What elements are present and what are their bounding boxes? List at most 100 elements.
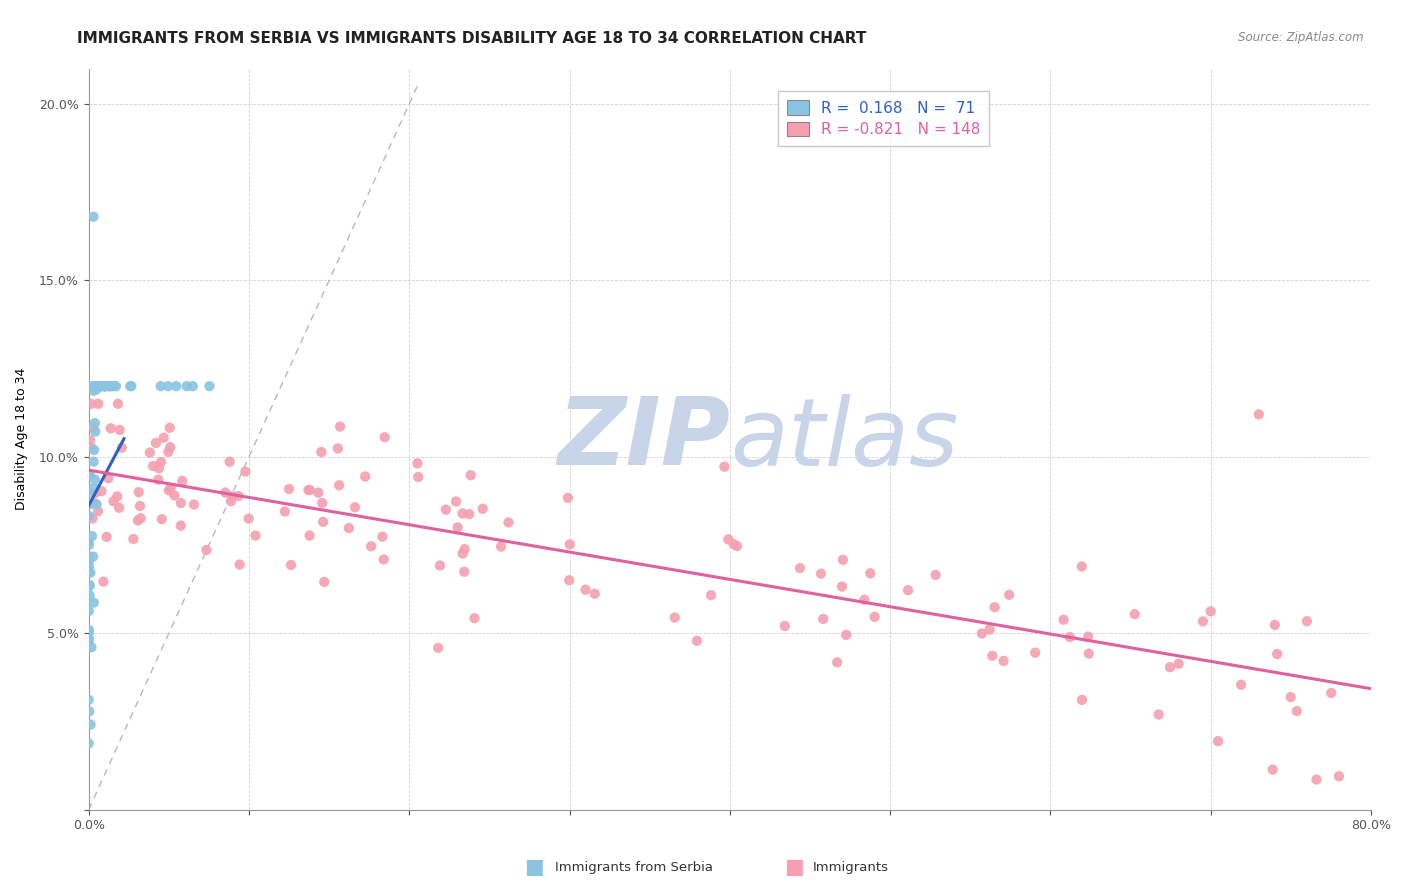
Point bbox=[77, 624, 100, 638]
Point bbox=[835, 628, 858, 642]
Point bbox=[80, 441, 103, 455]
Point bbox=[863, 609, 886, 624]
Point bbox=[98, 379, 121, 393]
Point bbox=[1320, 686, 1343, 700]
Point bbox=[1147, 707, 1170, 722]
Point bbox=[498, 516, 520, 530]
Point bbox=[489, 540, 512, 554]
Point bbox=[83, 496, 105, 510]
Point bbox=[77, 604, 100, 618]
Point bbox=[79, 589, 101, 603]
Point bbox=[83, 443, 105, 458]
Point bbox=[221, 489, 243, 503]
Point bbox=[77, 535, 100, 549]
Point bbox=[312, 515, 335, 529]
Point bbox=[93, 379, 115, 393]
Point bbox=[360, 539, 382, 553]
Point bbox=[86, 497, 108, 511]
Point bbox=[139, 445, 162, 459]
Point bbox=[77, 632, 100, 646]
Point bbox=[84, 379, 107, 393]
Point bbox=[159, 481, 181, 495]
Point bbox=[218, 455, 240, 469]
Point bbox=[427, 640, 450, 655]
Point bbox=[96, 379, 118, 393]
Point bbox=[77, 538, 100, 552]
Point bbox=[329, 419, 352, 434]
Point bbox=[142, 458, 165, 473]
Point bbox=[77, 555, 100, 569]
Point bbox=[245, 528, 267, 542]
Point bbox=[1206, 734, 1229, 748]
Point bbox=[82, 549, 104, 564]
Point bbox=[825, 656, 848, 670]
Point bbox=[79, 468, 101, 483]
Point bbox=[183, 498, 205, 512]
Point bbox=[311, 496, 333, 510]
Point bbox=[214, 485, 236, 500]
Point bbox=[77, 705, 100, 719]
Point bbox=[444, 494, 467, 508]
Point bbox=[451, 546, 474, 560]
Point bbox=[924, 568, 946, 582]
Point bbox=[280, 558, 302, 572]
Point bbox=[831, 580, 853, 594]
Point bbox=[181, 379, 204, 393]
Point bbox=[90, 379, 112, 393]
Point bbox=[859, 566, 882, 581]
Point bbox=[77, 693, 100, 707]
Point bbox=[98, 379, 121, 393]
Point bbox=[981, 648, 1004, 663]
Point bbox=[96, 530, 118, 544]
Point bbox=[94, 379, 117, 393]
Point bbox=[460, 468, 482, 483]
Text: ZIP: ZIP bbox=[557, 393, 730, 485]
Point bbox=[371, 530, 394, 544]
Point bbox=[79, 566, 101, 580]
Text: Source: ZipAtlas.com: Source: ZipAtlas.com bbox=[1239, 31, 1364, 45]
Point bbox=[1285, 704, 1308, 718]
Point bbox=[700, 588, 723, 602]
Point bbox=[1305, 772, 1327, 787]
Point bbox=[84, 425, 107, 439]
Point bbox=[406, 470, 429, 484]
Point bbox=[373, 552, 395, 566]
Point bbox=[298, 528, 321, 542]
Point bbox=[195, 543, 218, 558]
Point bbox=[105, 489, 128, 503]
Point bbox=[337, 521, 360, 535]
Point bbox=[228, 489, 250, 503]
Point bbox=[89, 379, 111, 393]
Point bbox=[148, 473, 170, 487]
Point bbox=[103, 379, 125, 393]
Point bbox=[463, 611, 485, 625]
Point bbox=[77, 634, 100, 648]
Point bbox=[120, 379, 142, 393]
Point bbox=[983, 600, 1005, 615]
Point bbox=[152, 431, 174, 445]
Y-axis label: Disability Age 18 to 34: Disability Age 18 to 34 bbox=[15, 368, 28, 510]
Point bbox=[94, 379, 117, 393]
Point bbox=[1192, 615, 1215, 629]
Point bbox=[122, 532, 145, 546]
Point bbox=[311, 445, 333, 459]
Point bbox=[1247, 408, 1270, 422]
Point bbox=[970, 626, 993, 640]
Point bbox=[219, 494, 242, 508]
Point bbox=[1296, 614, 1319, 628]
Text: Immigrants from Serbia: Immigrants from Serbia bbox=[555, 861, 713, 873]
Point bbox=[100, 421, 122, 435]
Point bbox=[80, 529, 103, 543]
Point bbox=[297, 483, 319, 497]
Point bbox=[79, 434, 101, 448]
Legend: R =  0.168   N =  71, R = -0.821   N = 148: R = 0.168 N = 71, R = -0.821 N = 148 bbox=[778, 91, 990, 146]
Point bbox=[170, 518, 193, 533]
Point bbox=[326, 442, 349, 456]
Point bbox=[165, 379, 187, 393]
Point bbox=[447, 520, 470, 534]
Point bbox=[1077, 647, 1099, 661]
Point bbox=[80, 485, 103, 500]
Point bbox=[86, 379, 108, 393]
Point bbox=[90, 379, 112, 393]
Point bbox=[77, 508, 100, 523]
